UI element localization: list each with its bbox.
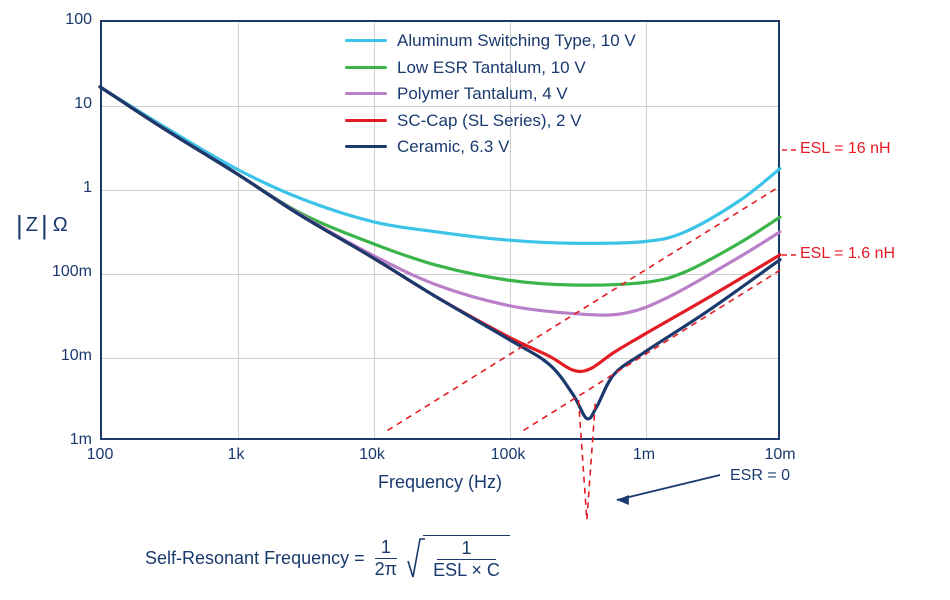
legend-label: Low ESR Tantalum, 10 V: [397, 55, 586, 81]
legend-item: SC-Cap (SL Series), 2 V: [345, 108, 636, 134]
asymptote: [387, 186, 780, 430]
y-tick: 100m: [32, 263, 92, 281]
formula-prefix: Self-Resonant Frequency =: [145, 548, 365, 569]
annotation-esr-0: ESR = 0: [730, 467, 790, 485]
legend-swatch: [345, 119, 387, 122]
legend-swatch: [345, 39, 387, 42]
legend-item: Polymer Tantalum, 4 V: [345, 81, 636, 107]
x-tick: 10k: [359, 446, 385, 464]
legend-label: Polymer Tantalum, 4 V: [397, 81, 568, 107]
impedance-chart: Aluminum Switching Type, 10 VLow ESR Tan…: [100, 20, 780, 440]
legend-label: Aluminum Switching Type, 10 V: [397, 28, 636, 54]
legend-swatch: [345, 66, 387, 69]
legend-swatch: [345, 92, 387, 95]
y-tick: 10: [32, 95, 92, 113]
asymptote: [523, 270, 780, 430]
y-axis-label: | Z | Ω: [16, 210, 68, 241]
frac-1-2pi: 12π: [371, 537, 401, 580]
x-axis-label: Frequency (Hz): [378, 472, 502, 493]
sqrt: 1ESL × C: [407, 535, 510, 581]
x-tick: 10m: [764, 446, 795, 464]
annotation-esl-1p6: ESL = 1.6 nH: [800, 245, 895, 263]
self-resonant-formula: Self-Resonant Frequency = 12π1ESL × C: [145, 535, 510, 581]
x-tick: 1k: [228, 446, 245, 464]
esr-arrowhead: [617, 495, 629, 505]
y-tick: 1: [32, 179, 92, 197]
legend-item: Low ESR Tantalum, 10 V: [345, 55, 636, 81]
x-tick: 1m: [633, 446, 655, 464]
y-tick: 10m: [32, 347, 92, 365]
y-tick: 100: [32, 11, 92, 29]
legend-item: Ceramic, 6.3 V: [345, 134, 636, 160]
legend-item: Aluminum Switching Type, 10 V: [345, 28, 636, 54]
x-tick: 100k: [491, 446, 526, 464]
esr-arrow: [617, 475, 720, 500]
annotation-esl-16: ESL = 16 nH: [800, 140, 891, 158]
legend-label: SC-Cap (SL Series), 2 V: [397, 108, 582, 134]
legend-label: Ceramic, 6.3 V: [397, 134, 509, 160]
legend-swatch: [345, 145, 387, 148]
legend: Aluminum Switching Type, 10 VLow ESR Tan…: [345, 28, 636, 161]
y-tick: 1m: [32, 431, 92, 449]
